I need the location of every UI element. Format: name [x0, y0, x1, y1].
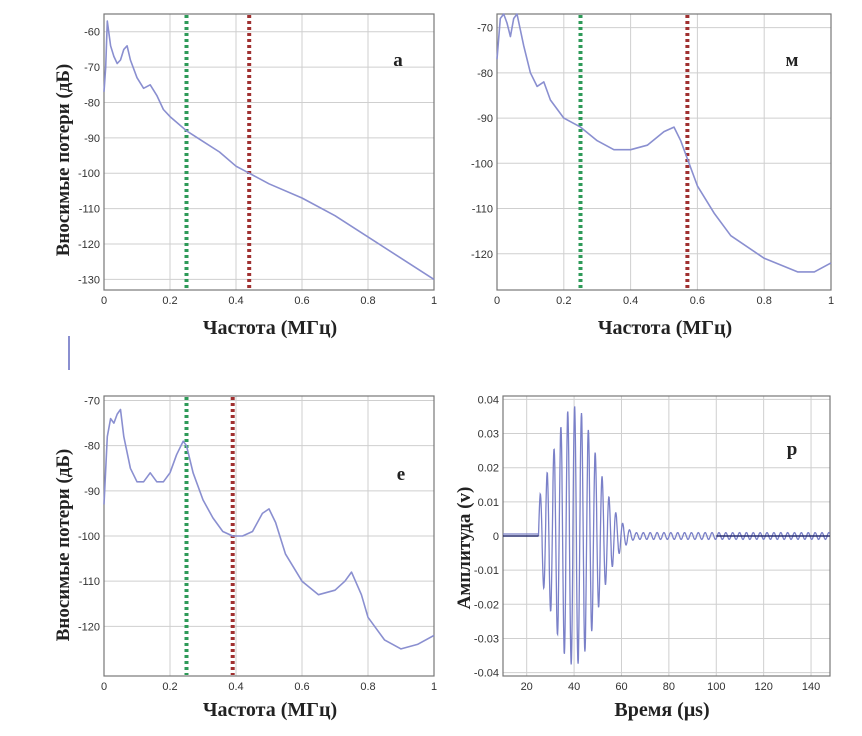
- panel-p-ylabel: Амплитуда (v): [454, 487, 475, 610]
- panel-a-frame: [103, 13, 435, 291]
- panel-a-xlabel: Частота (МГц): [203, 317, 337, 339]
- panel-p-xtick-label: 120: [754, 681, 772, 693]
- panel-a-xtick-label: 0.8: [360, 295, 375, 307]
- panel-p-ytick-label: -0.01: [474, 565, 499, 577]
- panel-m-xtick-label: 0.4: [623, 295, 638, 307]
- panel-p-xtick-label: 80: [663, 681, 675, 693]
- panel-e-xtick-label: 0.2: [162, 681, 177, 693]
- panel-p-xtick-label: 20: [521, 681, 533, 693]
- panel-a-label: a: [393, 50, 403, 71]
- panel-e-ytick-label: -90: [84, 486, 100, 498]
- panel-p-xtick-label: 60: [615, 681, 627, 693]
- panel-p-xlabel: Время (μs): [614, 699, 709, 721]
- panel-a-ytick-label: -120: [78, 239, 100, 251]
- panel-a-xtick-label: 0: [101, 295, 107, 307]
- panel-m-ytick-label: -120: [471, 249, 493, 261]
- panel-p-ytick-label: 0.03: [478, 429, 499, 441]
- panel-e-ytick-label: -80: [84, 441, 100, 453]
- panel-a-xtick-label: 0.2: [162, 295, 177, 307]
- panel-e-xtick-label: 0.4: [228, 681, 243, 693]
- panel-m-ytick-label: -80: [477, 68, 493, 80]
- panel-m-xtick-label: 1: [828, 295, 834, 307]
- panel-p-ytick-label: -0.03: [474, 633, 499, 645]
- panel-p-ytick-label: 0: [493, 531, 499, 543]
- panel-a-ylabel: Вносимые потери (дБ): [53, 64, 74, 257]
- panel-e-ytick-label: -100: [78, 531, 100, 543]
- panel-a-plot-area: [104, 14, 434, 290]
- panel-m-xtick-label: 0.6: [690, 295, 705, 307]
- panel-e-xtick-label: 0: [101, 681, 107, 693]
- panel-m-ytick-label: -90: [477, 113, 493, 125]
- panel-m-frame: [496, 13, 832, 291]
- panel-p-label: р: [787, 439, 798, 460]
- panel-m-ytick-label: -70: [477, 23, 493, 35]
- panel-m-chart: 0 0.2 0.4 0.6 0.8 1 -70 -80 -90 -100 -110 -120 Часто…: [471, 13, 834, 339]
- panel-e-ytick-label: -70: [84, 396, 100, 408]
- panel-a-ytick-label: -60: [84, 27, 100, 39]
- panel-a-chart: 0 0.2 0.4 0.6 0.8 1 -60 -70 -80 -90 -100 -110 -120 -1…: [53, 13, 437, 339]
- panel-e-label: е: [397, 464, 405, 485]
- panel-p-ytick-label: 0.01: [478, 497, 499, 509]
- panel-e-ytick-label: -120: [78, 621, 100, 633]
- panel-a-xtick-label: 0.6: [294, 295, 309, 307]
- panel-p-ytick-label: 0.02: [478, 463, 499, 475]
- panel-a-series-line: [103, 20, 435, 281]
- panel-e-chart: 0 0.2 0.4 0.6 0.8 1 -70 -80 -90 -100 -110 -120 Вноси…: [53, 395, 437, 721]
- panel-e-ylabel: Вносимые потери (дБ): [53, 449, 74, 642]
- panel-m-plot-area: [497, 14, 831, 290]
- panel-p-signal-line: [503, 406, 831, 665]
- panel-m-ytick-label: -100: [471, 158, 493, 170]
- panel-a-ytick-label: -80: [84, 97, 100, 109]
- panel-m-xlabel: Частота (МГц): [598, 317, 732, 339]
- panel-e-xtick-label: 0.8: [360, 681, 375, 693]
- panel-m-ytick-label: -110: [472, 204, 493, 216]
- panel-a-ytick-label: -100: [78, 168, 100, 180]
- panel-m-xtick-label: 0.8: [757, 295, 772, 307]
- panel-e-ytick-label: -110: [79, 576, 100, 588]
- panel-p-ytick-label: -0.02: [474, 599, 499, 611]
- panel-m-xtick-label: 0.2: [556, 295, 571, 307]
- panel-m-series-line: [496, 13, 832, 273]
- panel-a-ytick-label: -90: [84, 133, 100, 145]
- panel-p-xtick-label: 40: [568, 681, 580, 693]
- panel-a-ytick-label: -70: [84, 62, 100, 74]
- panel-e-xlabel: Частота (МГц): [203, 699, 337, 721]
- panel-e-frame: [103, 395, 435, 677]
- panel-a-ytick-label: -110: [79, 204, 100, 216]
- panel-a-xtick-label: 1: [431, 295, 437, 307]
- panel-p-xtick-label: 100: [707, 681, 725, 693]
- panel-m-label: м: [786, 50, 799, 71]
- panel-p-ytick-label: 0.04: [478, 394, 499, 406]
- panel-m-xtick-label: 0: [494, 295, 500, 307]
- panel-e-xtick-label: 1: [431, 681, 437, 693]
- panel-e-xtick-label: 0.6: [294, 681, 309, 693]
- panel-p-ytick-label: -0.04: [474, 668, 499, 680]
- panel-a-xtick-label: 0.4: [228, 295, 243, 307]
- panel-a-ytick-label: -130: [78, 274, 100, 286]
- panel-p-xtick-label: 140: [802, 681, 820, 693]
- panel-p-chart: 20 40 60 80 100 120 140 0.04 0.03 0.02 0.01 0 -0.01 -…: [454, 394, 831, 721]
- panel-e-series-line: [103, 408, 435, 650]
